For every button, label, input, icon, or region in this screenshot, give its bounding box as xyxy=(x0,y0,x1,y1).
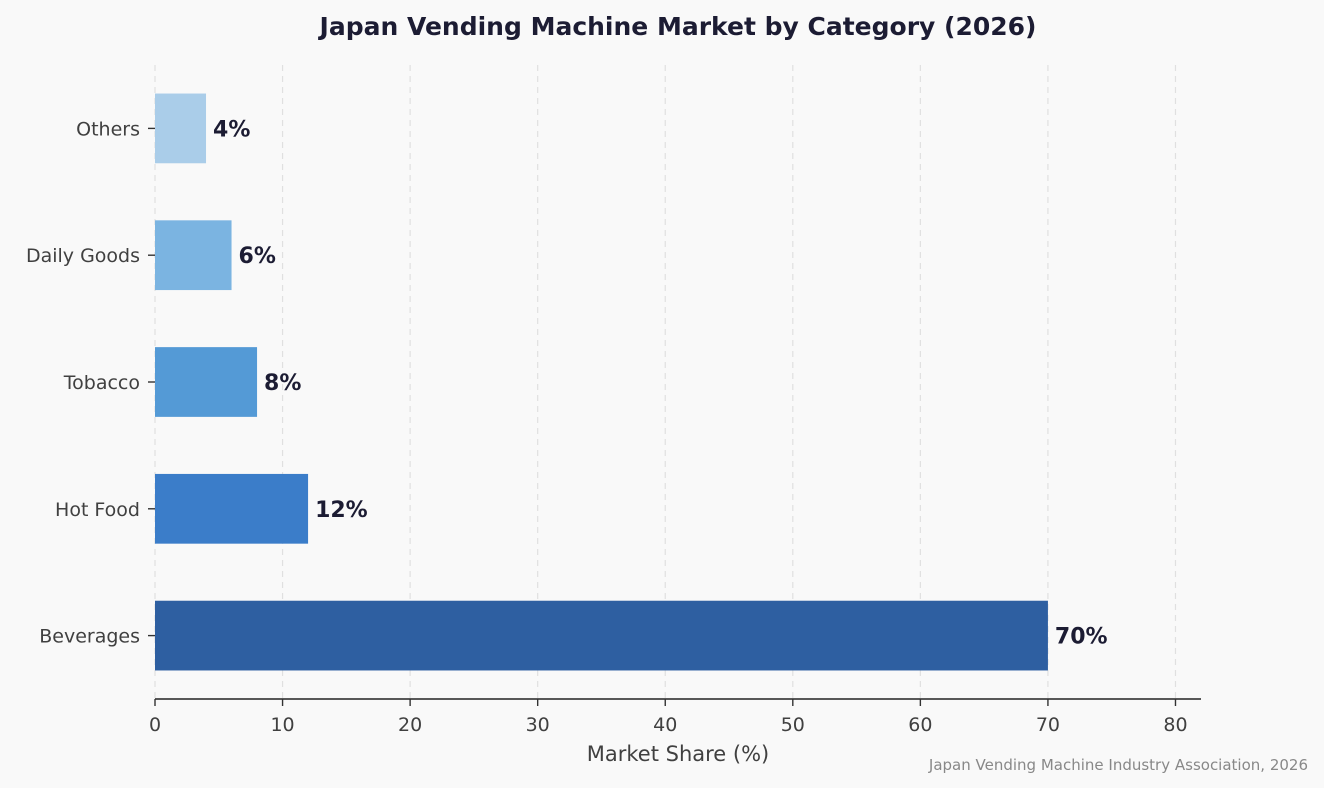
bar-hot-food xyxy=(155,473,309,544)
bar-value-label: 6% xyxy=(239,244,276,269)
bar-beverages xyxy=(155,600,1048,671)
x-tick-label: 40 xyxy=(653,714,677,736)
bar-value-labels: 70% 12% 8% 6% 4% xyxy=(213,117,1108,649)
x-tick-label: 60 xyxy=(908,714,932,736)
gridlines xyxy=(154,65,1177,699)
chart-title: Japan Vending Machine Market by Category… xyxy=(318,12,1037,41)
x-tick-label: 20 xyxy=(398,714,422,736)
x-axis-title: Market Share (%) xyxy=(587,742,769,766)
x-tick-label: 30 xyxy=(526,714,550,736)
y-category-label: Daily Goods xyxy=(26,245,140,267)
bar-value-label: 4% xyxy=(213,117,250,142)
source-note: Japan Vending Machine Industry Associati… xyxy=(928,756,1308,774)
x-tick-label: 10 xyxy=(270,714,294,736)
y-axis: Beverages Hot Food Tobacco Daily Goods Other… xyxy=(26,118,155,648)
bar-value-label: 12% xyxy=(315,498,368,523)
bars xyxy=(155,93,1048,671)
bar-others xyxy=(155,93,207,164)
x-tick-label: 70 xyxy=(1036,714,1060,736)
bar-tobacco xyxy=(155,347,258,417)
y-category-label: Beverages xyxy=(39,626,140,648)
bar-daily-goods xyxy=(155,220,232,291)
x-axis: 0 10 20 30 40 50 60 70 80 xyxy=(149,698,1201,736)
bar-value-label: 8% xyxy=(264,371,301,396)
x-tick-label: 50 xyxy=(781,714,805,736)
y-category-label: Others xyxy=(76,118,140,140)
x-tick-label: 80 xyxy=(1163,714,1187,736)
x-tick-label: 0 xyxy=(149,714,161,736)
y-category-label: Tobacco xyxy=(63,372,140,394)
bar-value-label: 70% xyxy=(1055,625,1108,650)
y-category-label: Hot Food xyxy=(55,499,140,521)
